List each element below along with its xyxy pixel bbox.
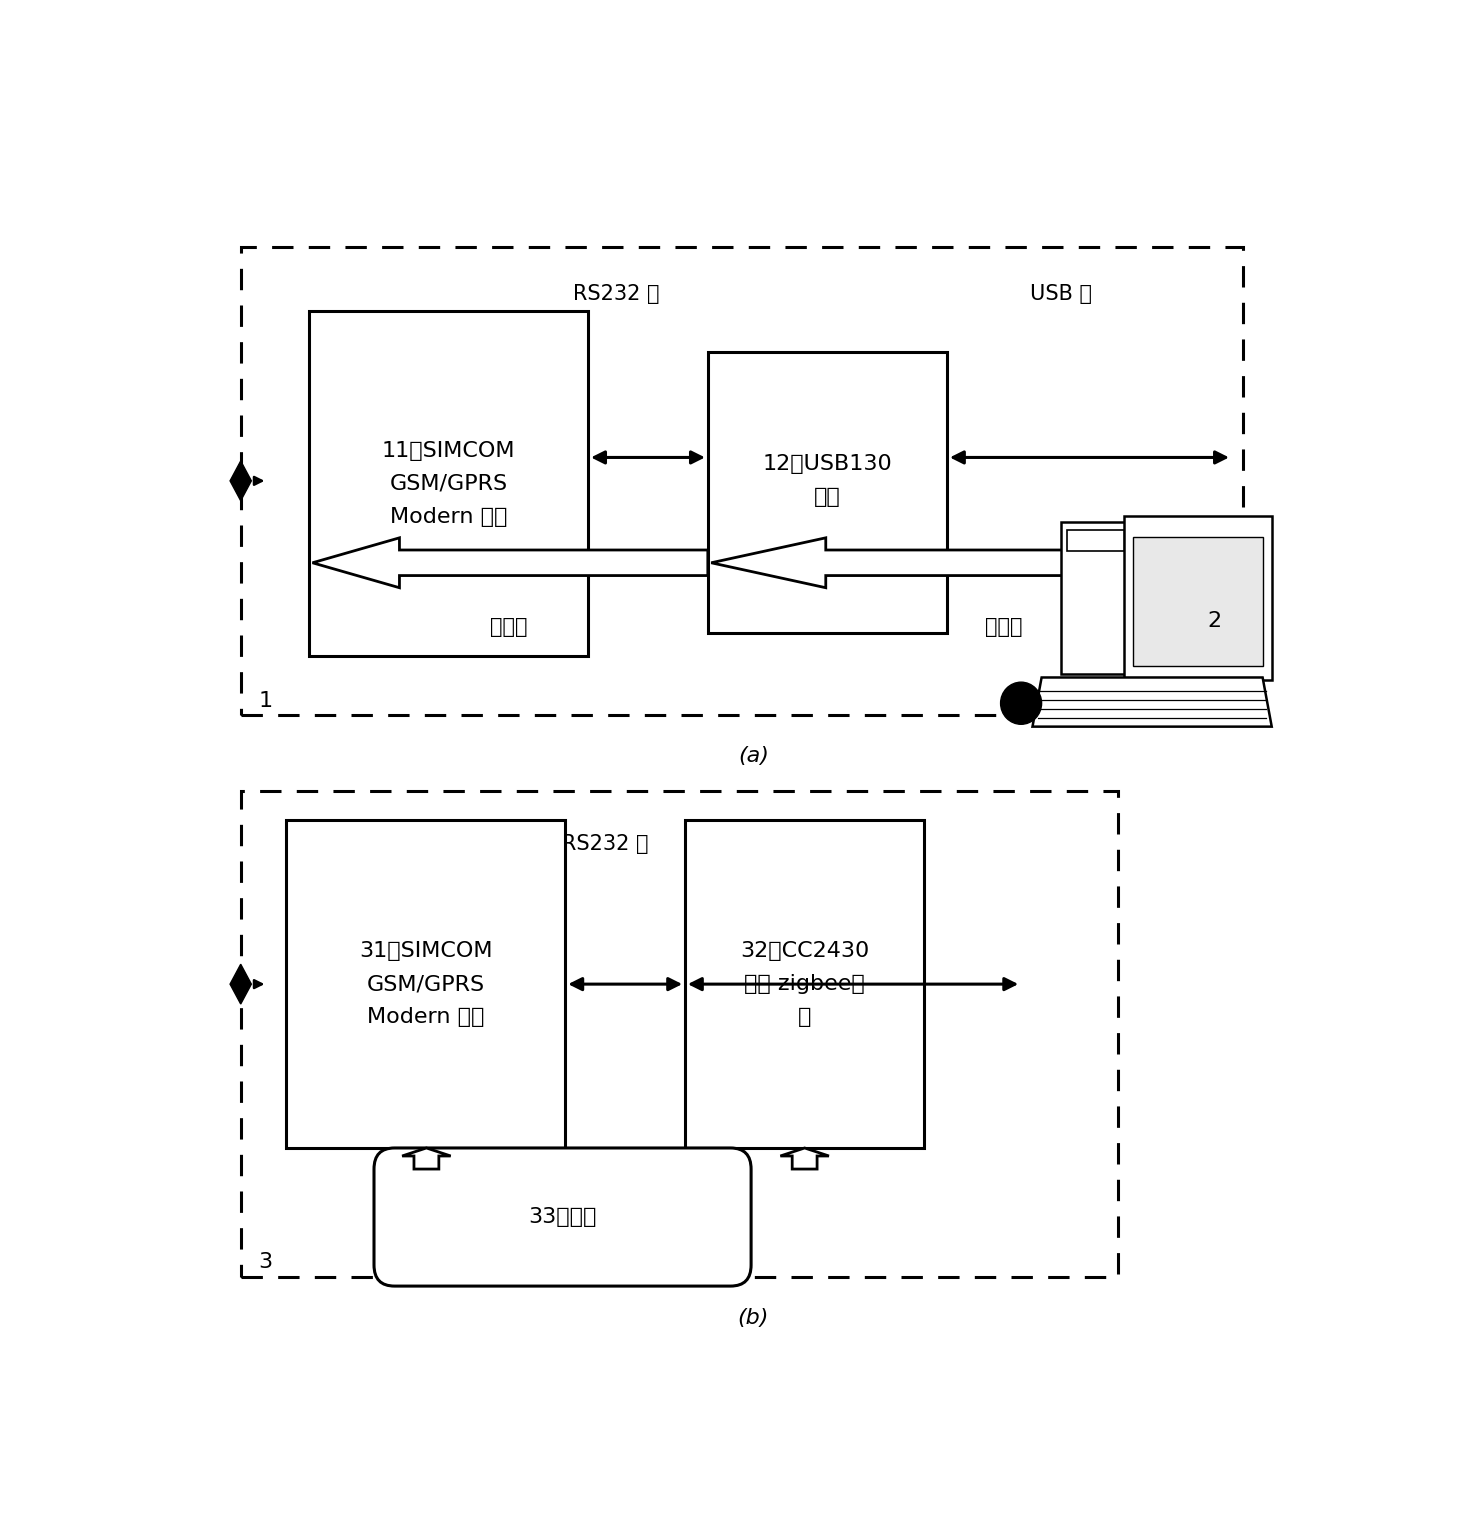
Text: RS232 口: RS232 口 (573, 284, 660, 304)
Text: 3: 3 (259, 1251, 273, 1272)
Text: 电源线: 电源线 (490, 617, 528, 637)
Bar (241, 790, 1117, 1277)
Text: (b): (b) (738, 1307, 769, 1327)
Text: 31、SIMCOM
GSM/GPRS
Modern 模块: 31、SIMCOM GSM/GPRS Modern 模块 (359, 941, 492, 1028)
Circle shape (1001, 682, 1042, 725)
Polygon shape (231, 964, 251, 1005)
Polygon shape (781, 1148, 829, 1169)
Polygon shape (231, 461, 251, 500)
Text: 12、USB130
模块: 12、USB130 模块 (763, 454, 892, 508)
Text: 2: 2 (1208, 611, 1222, 631)
Text: 电源线: 电源线 (985, 617, 1023, 637)
Bar (709, 353, 947, 632)
Bar (241, 246, 1244, 714)
Bar (309, 312, 588, 657)
Bar (1067, 530, 1123, 552)
Bar (1123, 515, 1272, 679)
Polygon shape (403, 1148, 451, 1169)
FancyBboxPatch shape (373, 1148, 751, 1286)
Text: 32、CC2430
无线 zigbee模
块: 32、CC2430 无线 zigbee模 块 (739, 941, 869, 1028)
Text: RS232 口: RS232 口 (562, 833, 648, 854)
Text: 1: 1 (259, 692, 273, 711)
Polygon shape (711, 538, 1232, 588)
Bar (685, 821, 925, 1148)
Text: 33、电源: 33、电源 (528, 1207, 597, 1227)
Polygon shape (313, 538, 709, 588)
Text: (a): (a) (738, 746, 769, 766)
Bar (1061, 521, 1129, 673)
Bar (287, 821, 566, 1148)
Text: 11、SIMCOM
GSM/GPRS
Modern 模块: 11、SIMCOM GSM/GPRS Modern 模块 (382, 441, 516, 526)
Polygon shape (1032, 678, 1272, 727)
Text: USB 口: USB 口 (1030, 284, 1092, 304)
Bar (1133, 537, 1263, 666)
